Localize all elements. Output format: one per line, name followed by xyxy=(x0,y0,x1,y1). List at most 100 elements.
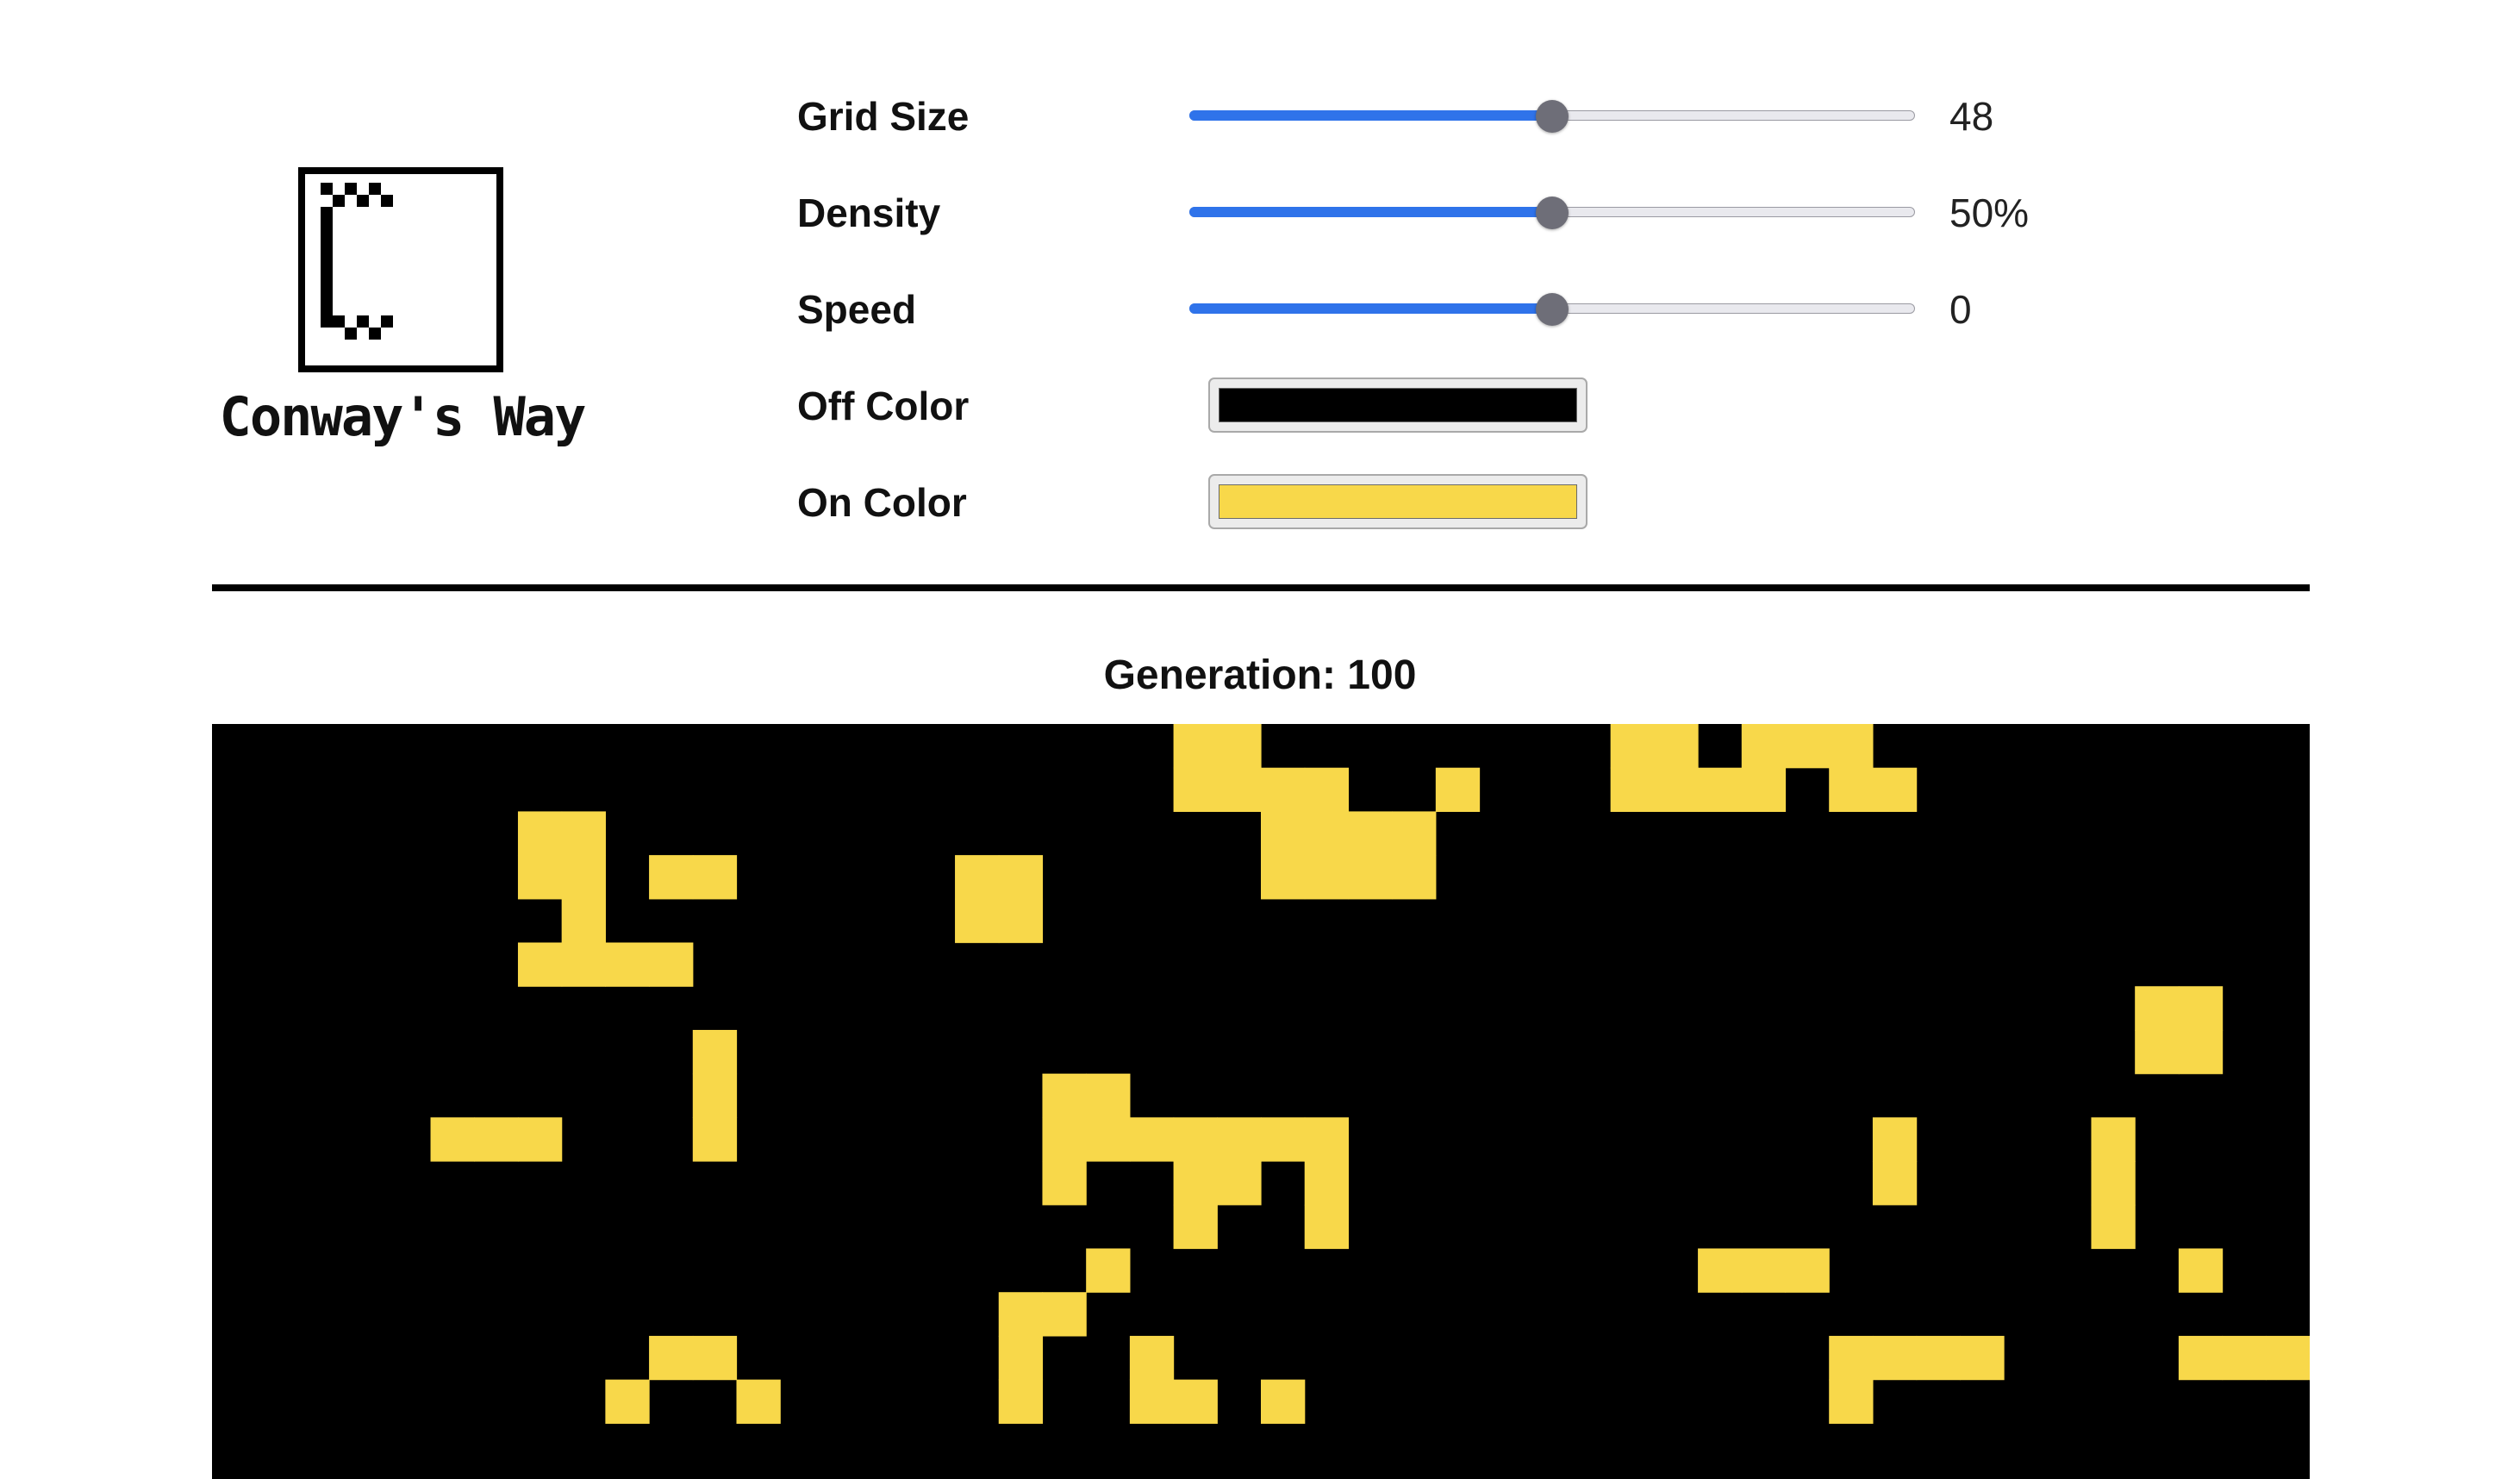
live-cell[interactable] xyxy=(1129,1117,1175,1162)
live-cell[interactable] xyxy=(1872,767,1918,813)
live-cell[interactable] xyxy=(1829,724,1874,769)
live-cell[interactable] xyxy=(998,1379,1044,1424)
live-cell[interactable] xyxy=(1261,767,1306,813)
live-cell[interactable] xyxy=(561,942,606,987)
live-cell[interactable] xyxy=(561,811,606,856)
live-cell[interactable] xyxy=(1829,767,1874,813)
live-cell[interactable] xyxy=(1173,1161,1218,1206)
live-cell[interactable] xyxy=(561,898,606,944)
live-cell[interactable] xyxy=(1217,767,1262,813)
live-cell[interactable] xyxy=(1348,811,1393,856)
live-cell[interactable] xyxy=(1173,1117,1218,1162)
live-cell[interactable] xyxy=(517,811,563,856)
slider-thumb[interactable] xyxy=(1536,293,1569,326)
live-cell[interactable] xyxy=(998,855,1044,900)
live-cell[interactable] xyxy=(692,855,738,900)
live-cell[interactable] xyxy=(1304,767,1350,813)
live-cell[interactable] xyxy=(998,1335,1044,1381)
live-cell[interactable] xyxy=(1872,1161,1918,1206)
live-cell[interactable] xyxy=(998,1292,1044,1337)
live-cell[interactable] xyxy=(1348,855,1393,900)
live-cell[interactable] xyxy=(1785,724,1830,769)
live-cell[interactable] xyxy=(1129,1379,1175,1424)
live-cell[interactable] xyxy=(1261,855,1306,900)
live-cell[interactable] xyxy=(1217,724,1262,769)
live-cell[interactable] xyxy=(1261,1117,1306,1162)
live-cell[interactable] xyxy=(1173,1379,1218,1424)
live-cell[interactable] xyxy=(1129,1335,1175,1381)
live-cell[interactable] xyxy=(1304,1117,1350,1162)
live-cell[interactable] xyxy=(649,1335,694,1381)
live-cell[interactable] xyxy=(1042,1292,1087,1337)
live-cell[interactable] xyxy=(649,855,694,900)
live-cell[interactable] xyxy=(1217,1161,1262,1206)
live-cell[interactable] xyxy=(1086,1248,1131,1293)
live-cell[interactable] xyxy=(2266,1335,2310,1381)
live-cell[interactable] xyxy=(1654,724,1699,769)
live-cell[interactable] xyxy=(2222,1335,2267,1381)
life-grid-canvas[interactable] xyxy=(212,724,2310,1479)
live-cell[interactable] xyxy=(1304,811,1350,856)
live-cell[interactable] xyxy=(692,1335,738,1381)
live-cell[interactable] xyxy=(1610,767,1655,813)
live-cell[interactable] xyxy=(2091,1161,2136,1206)
live-cell[interactable] xyxy=(1261,1379,1306,1424)
live-cell[interactable] xyxy=(692,1073,738,1118)
slider-thumb[interactable] xyxy=(1536,197,1569,229)
live-cell[interactable] xyxy=(1610,724,1655,769)
live-cell[interactable] xyxy=(1086,1073,1131,1118)
speed-slider[interactable] xyxy=(1189,290,1915,328)
live-cell[interactable] xyxy=(2091,1204,2136,1250)
live-cell[interactable] xyxy=(1741,767,1787,813)
live-cell[interactable] xyxy=(1261,811,1306,856)
live-cell[interactable] xyxy=(1304,1204,1350,1250)
live-cell[interactable] xyxy=(1960,1335,2005,1381)
live-cell[interactable] xyxy=(736,1379,781,1424)
life-grid[interactable] xyxy=(212,724,2310,1479)
live-cell[interactable] xyxy=(955,855,1000,900)
live-cell[interactable] xyxy=(1173,724,1218,769)
live-cell[interactable] xyxy=(1042,1073,1087,1118)
live-cell[interactable] xyxy=(1741,724,1787,769)
live-cell[interactable] xyxy=(1392,811,1437,856)
live-cell[interactable] xyxy=(998,898,1044,944)
live-cell[interactable] xyxy=(517,855,563,900)
on-color-picker[interactable] xyxy=(1208,474,1587,529)
live-cell[interactable] xyxy=(1304,1161,1350,1206)
live-cell[interactable] xyxy=(1392,855,1437,900)
live-cell[interactable] xyxy=(1435,767,1481,813)
grid-size-slider[interactable] xyxy=(1189,97,1915,135)
live-cell[interactable] xyxy=(561,855,606,900)
live-cell[interactable] xyxy=(1829,1379,1874,1424)
live-cell[interactable] xyxy=(1042,1161,1087,1206)
live-cell[interactable] xyxy=(430,1117,475,1162)
slider-thumb[interactable] xyxy=(1536,100,1569,133)
live-cell[interactable] xyxy=(692,1029,738,1075)
live-cell[interactable] xyxy=(649,942,694,987)
live-cell[interactable] xyxy=(2178,1029,2224,1075)
live-cell[interactable] xyxy=(2135,986,2180,1031)
live-cell[interactable] xyxy=(2091,1117,2136,1162)
live-cell[interactable] xyxy=(1785,1248,1830,1293)
live-cell[interactable] xyxy=(1872,1117,1918,1162)
live-cell[interactable] xyxy=(1829,1335,1874,1381)
live-cell[interactable] xyxy=(1654,767,1699,813)
live-cell[interactable] xyxy=(474,1117,519,1162)
live-cell[interactable] xyxy=(605,942,650,987)
live-cell[interactable] xyxy=(692,1117,738,1162)
live-cell[interactable] xyxy=(1042,1117,1087,1162)
live-cell[interactable] xyxy=(1741,1248,1787,1293)
live-cell[interactable] xyxy=(1698,1248,1743,1293)
live-cell[interactable] xyxy=(1698,767,1743,813)
live-cell[interactable] xyxy=(1217,1117,1262,1162)
live-cell[interactable] xyxy=(1173,767,1218,813)
live-cell[interactable] xyxy=(517,942,563,987)
live-cell[interactable] xyxy=(955,898,1000,944)
live-cell[interactable] xyxy=(2135,1029,2180,1075)
live-cell[interactable] xyxy=(517,1117,563,1162)
live-cell[interactable] xyxy=(1916,1335,1961,1381)
live-cell[interactable] xyxy=(605,1379,650,1424)
density-slider[interactable] xyxy=(1189,194,1915,232)
live-cell[interactable] xyxy=(2178,1248,2224,1293)
live-cell[interactable] xyxy=(2178,986,2224,1031)
